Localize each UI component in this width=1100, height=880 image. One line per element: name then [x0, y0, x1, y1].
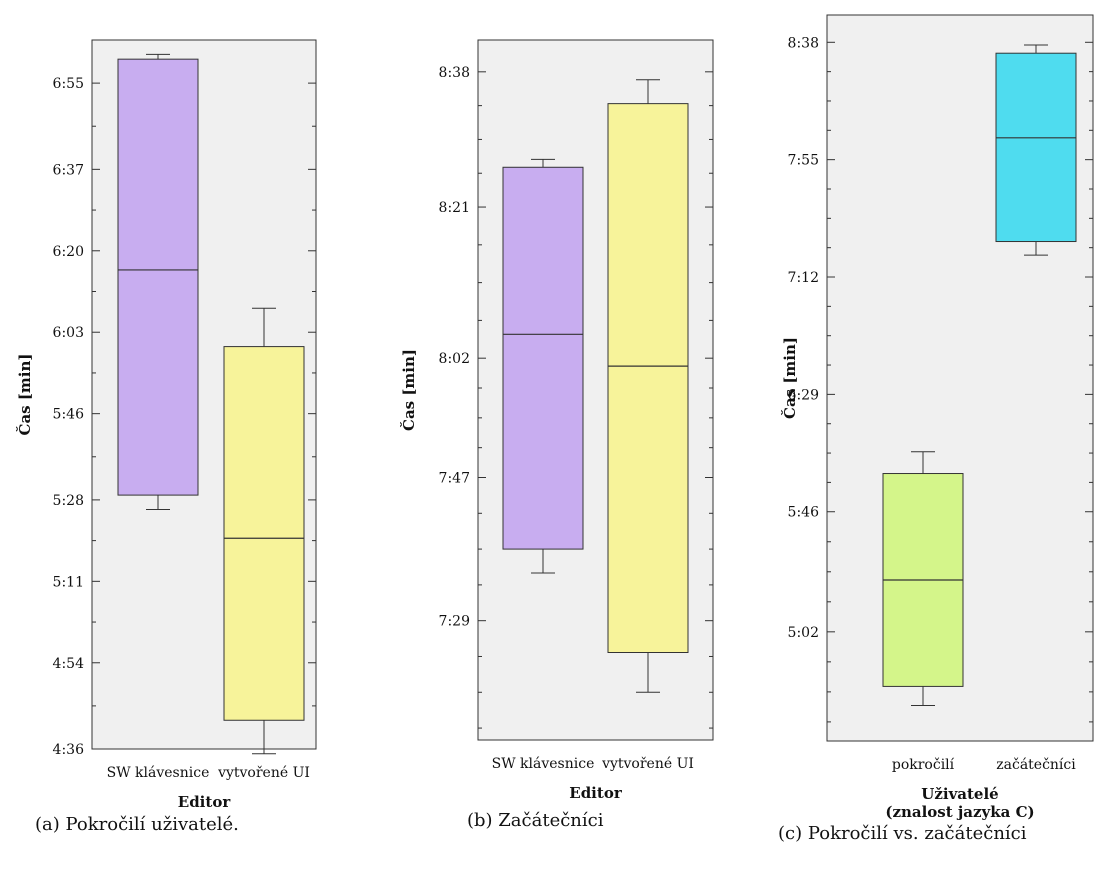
panel-c-caption: (c) Pokročilí vs. začátečníci — [778, 823, 1027, 844]
panel-a-y-tick-label: 4:54 — [53, 656, 85, 672]
panel-b-box — [502, 166, 584, 550]
panel-b-y-tick-label: 8:38 — [439, 65, 470, 81]
panel-c-y-tick-label: 5:02 — [788, 625, 819, 641]
panel-b-y-tick-label: 8:02 — [439, 351, 470, 367]
panel-a-y-tick-label: 5:28 — [53, 493, 84, 509]
panel-a-box — [223, 346, 305, 721]
panel-c-y-axis-title: Čas [min] — [781, 337, 799, 419]
panel-c-y-tick-label: 6:29 — [788, 387, 819, 403]
panel-b-y-tick-label: 8:21 — [439, 200, 470, 216]
panel-a-y-axis-title: Čas [min] — [16, 354, 34, 436]
panel-a-x-axis-title: Editor — [178, 793, 232, 811]
panel-c-y-tick-label: 7:55 — [788, 153, 819, 169]
panel-b-x-axis-title: Editor — [569, 784, 623, 802]
panel-c-category-label: začátečníci — [996, 757, 1076, 773]
panel-a-category-label: SW klávesnice — [107, 765, 210, 781]
panel-a-caption: (a) Pokročilí uživatelé. — [35, 814, 239, 835]
panel-c-y-tick-label: 5:46 — [788, 505, 820, 521]
panel-a-y-tick-label: 6:20 — [53, 244, 84, 260]
panel-c-category-label: pokročilí — [892, 757, 955, 773]
panel-b-category-label: SW klávesnice — [492, 756, 595, 772]
panel-a-y-tick-label: 6:55 — [53, 76, 84, 92]
panel-c-x-axis-title: Uživatelé (znalost jazyka C) — [885, 785, 1034, 821]
panel-a-y-tick-label: 4:36 — [53, 742, 85, 758]
panel-c-y-tick-label: 8:38 — [788, 35, 819, 51]
panel-c-box — [995, 52, 1077, 243]
panel-a-y-tick-label: 6:37 — [53, 162, 84, 178]
panel-b-y-axis-title: Čas [min] — [400, 349, 418, 431]
panel-b-y-tick-label: 7:29 — [439, 614, 470, 630]
panel-a-y-tick-label: 6:03 — [53, 325, 84, 341]
panel-a-category-label: vytvořené UI — [217, 765, 310, 781]
panel-b-caption: (b) Začátečníci — [467, 810, 604, 831]
panel-b-y-tick-label: 7:47 — [439, 471, 470, 487]
panel-b-box — [607, 103, 689, 654]
panel-a-y-tick-label: 5:11 — [53, 574, 84, 590]
panel-b-category-label: vytvořené UI — [601, 756, 694, 772]
panel-a-box — [117, 58, 199, 496]
panel-a-y-tick-label: 5:46 — [53, 407, 85, 423]
panel-c-y-tick-label: 7:12 — [788, 270, 819, 286]
